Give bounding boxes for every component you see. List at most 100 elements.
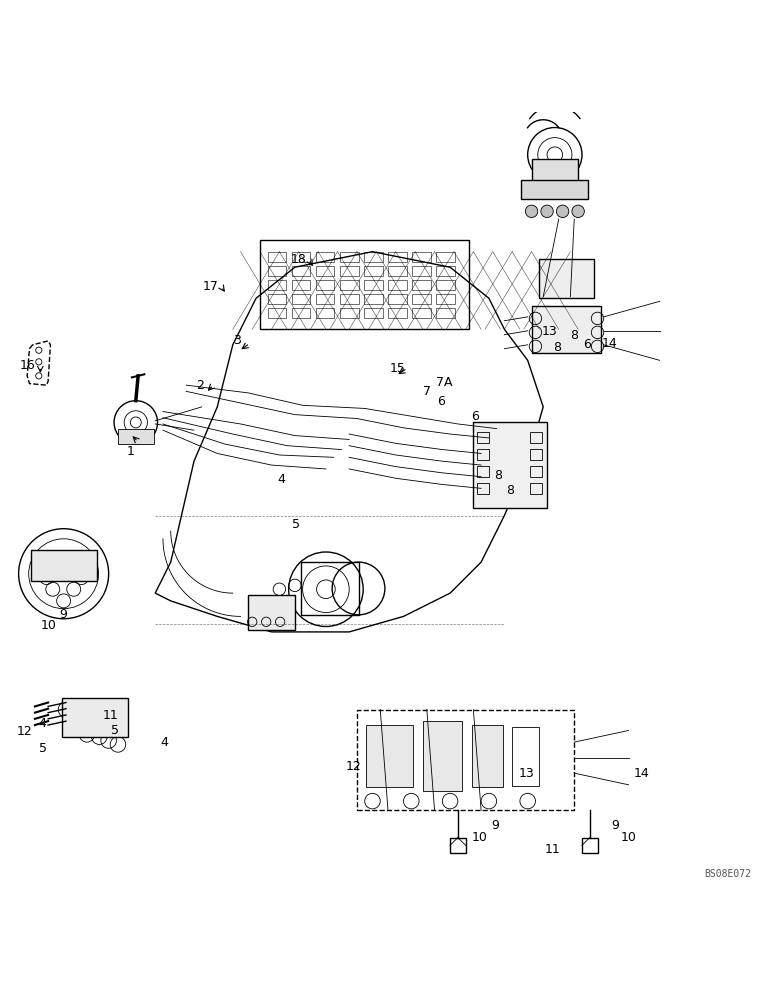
Text: 13: 13 <box>542 325 557 338</box>
Circle shape <box>525 205 538 218</box>
Bar <box>532 306 601 353</box>
Bar <box>388 252 407 262</box>
Bar <box>340 266 359 276</box>
Bar <box>364 266 383 276</box>
Bar <box>412 280 431 290</box>
Bar <box>340 280 359 290</box>
Text: 6: 6 <box>437 395 445 408</box>
Bar <box>292 266 310 276</box>
Text: 14: 14 <box>634 767 650 780</box>
Text: 12: 12 <box>345 760 361 773</box>
Bar <box>436 280 455 290</box>
Text: 5: 5 <box>111 724 119 737</box>
Bar <box>340 308 359 318</box>
Bar <box>521 180 588 199</box>
Bar <box>340 294 359 304</box>
Text: 10: 10 <box>40 619 56 632</box>
Text: 13: 13 <box>518 767 534 780</box>
Text: 7: 7 <box>423 385 431 398</box>
Bar <box>301 562 359 615</box>
Bar <box>62 698 128 737</box>
Bar <box>268 308 286 318</box>
Text: 8: 8 <box>507 484 514 497</box>
Text: 11: 11 <box>102 709 118 722</box>
Bar <box>316 266 334 276</box>
Text: 9: 9 <box>491 819 499 832</box>
Bar <box>530 449 542 460</box>
Bar <box>477 449 489 460</box>
Text: 15: 15 <box>390 362 405 375</box>
Bar <box>412 252 431 262</box>
Bar <box>316 280 334 290</box>
Text: 8: 8 <box>570 329 578 342</box>
Text: 14: 14 <box>602 337 618 350</box>
Text: 11: 11 <box>545 843 560 856</box>
Text: 4: 4 <box>39 717 47 730</box>
Bar <box>364 308 383 318</box>
Bar <box>512 727 539 786</box>
Bar <box>436 294 455 304</box>
Text: 9: 9 <box>611 819 619 832</box>
Bar <box>532 159 578 190</box>
Bar <box>530 466 542 477</box>
Text: 2: 2 <box>196 379 204 392</box>
Circle shape <box>556 205 569 218</box>
Bar <box>530 483 542 494</box>
Bar <box>412 294 431 304</box>
Bar <box>423 721 462 791</box>
Bar <box>268 252 286 262</box>
Bar <box>436 266 455 276</box>
Bar <box>472 725 503 787</box>
Bar <box>292 252 310 262</box>
Text: 6: 6 <box>471 410 479 423</box>
Text: 17: 17 <box>203 280 219 293</box>
Text: 16: 16 <box>19 359 35 372</box>
Bar <box>388 280 407 290</box>
Text: 5: 5 <box>39 742 47 755</box>
Text: 8: 8 <box>553 341 561 354</box>
Text: 18: 18 <box>291 253 307 266</box>
Bar <box>436 252 455 262</box>
Bar <box>292 294 310 304</box>
Text: 12: 12 <box>17 725 33 738</box>
Bar <box>582 838 598 853</box>
Text: BS08E072: BS08E072 <box>704 869 751 879</box>
Bar <box>292 308 310 318</box>
Text: 6: 6 <box>583 338 591 351</box>
Bar <box>412 308 431 318</box>
Bar <box>292 280 310 290</box>
Text: 10: 10 <box>472 831 487 844</box>
Bar <box>436 308 455 318</box>
Bar <box>364 280 383 290</box>
Text: 7A: 7A <box>436 376 453 389</box>
Bar <box>316 308 334 318</box>
Bar <box>388 266 407 276</box>
Bar <box>366 725 413 787</box>
Bar <box>340 252 359 262</box>
Text: 5: 5 <box>293 518 300 531</box>
Bar <box>316 294 334 304</box>
Bar <box>316 252 334 262</box>
Bar <box>388 294 407 304</box>
Bar <box>268 280 286 290</box>
Text: 4: 4 <box>277 473 285 486</box>
Bar <box>388 308 407 318</box>
Text: 1: 1 <box>126 445 134 458</box>
Bar <box>357 710 574 810</box>
Bar <box>539 259 594 298</box>
Bar <box>473 422 547 508</box>
Bar <box>268 266 286 276</box>
Circle shape <box>541 205 553 218</box>
Text: 4: 4 <box>161 736 168 749</box>
Text: 8: 8 <box>494 469 502 482</box>
Bar <box>364 294 383 304</box>
Bar <box>450 838 466 853</box>
Bar <box>530 432 542 443</box>
Bar <box>364 252 383 262</box>
Bar <box>248 595 295 630</box>
Bar <box>477 432 489 443</box>
Bar <box>268 294 286 304</box>
Bar <box>477 483 489 494</box>
Text: 3: 3 <box>233 334 241 347</box>
Text: 10: 10 <box>621 831 636 844</box>
